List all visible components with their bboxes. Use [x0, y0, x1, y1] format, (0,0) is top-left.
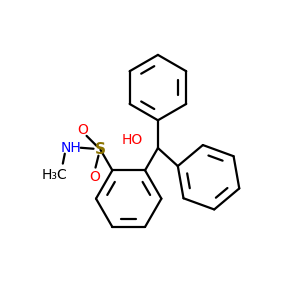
Text: H₃C: H₃C	[42, 167, 68, 182]
Text: O: O	[89, 170, 100, 184]
Text: S: S	[95, 142, 106, 157]
Text: HO: HO	[122, 133, 143, 147]
Text: NH: NH	[60, 141, 81, 155]
Text: O: O	[77, 123, 88, 137]
